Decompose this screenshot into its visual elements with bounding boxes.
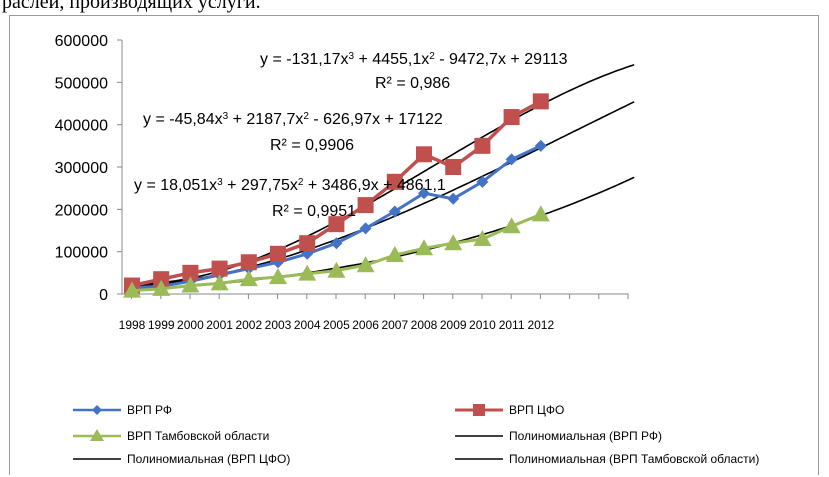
data-point [476,175,489,188]
data-point [502,217,521,234]
data-point [153,271,170,288]
y-tick-label: 400000 [55,118,108,135]
data-point [534,139,547,152]
y-tick-label: 300000 [55,160,108,177]
y-tick-label: 0 [99,287,108,304]
data-point [531,205,550,222]
data-point [385,246,404,263]
x-tick-label: 2003 [265,318,292,332]
x-tick-label: 2005 [323,318,350,332]
x-tick-label: 2000 [177,318,204,332]
series-2 [124,93,549,294]
trendline-equation: y = 18,051x3 + 297,75x2 + 3486,9x + 4861… [134,177,446,195]
y-tick-label: 200000 [55,202,108,219]
data-point [416,146,432,163]
legend-label: ВРП РФ [127,403,172,417]
series [123,93,550,298]
data-point [388,205,401,218]
legend-item: Полиномиальная (ВРП ЦФО) [73,452,290,466]
data-point [210,274,229,291]
x-tick-label: 2006 [352,318,379,332]
trendline-r2: R² = 0,9906 [270,137,354,154]
data-point [182,264,199,281]
series-3 [123,205,550,298]
x-tick-label: 1998 [119,318,146,332]
x-tick-label: 2004 [294,318,321,332]
legend-label: Полиномиальная (ВРП Тамбовской области) [509,452,759,466]
legend-marker [473,404,485,416]
data-point [356,256,375,273]
data-point [269,268,287,285]
chart-frame [9,15,819,475]
page-text-fragment: раслей, производящих услуги. [2,0,261,13]
data-point [418,187,430,200]
trendline-r2: R² = 0,9951 [272,203,356,220]
x-tick-label: 2002 [235,318,262,332]
trendline-labels: y = -45,84x3 + 2187,7x2 - 626,97x + 1712… [134,51,568,221]
axes: 600000 500000 400000 300000 200000 100000 0 199… [55,33,629,332]
data-point [447,192,460,205]
legend-label: Полиномиальная (ВРП РФ) [509,429,662,443]
legend-item: ВРП РФ [73,403,172,417]
data-point [473,229,492,246]
trendline-equation: y = -131,17x3 + 4455,1x2 - 9472,7x + 291… [260,51,568,69]
legend: ВРП РФ ВРП ЦФО ВРП Тамбовской области Полин… [73,403,759,466]
data-point [181,276,200,293]
y-tick-label: 600000 [55,33,108,50]
legend-item: ВРП Тамбовской области [73,429,269,443]
data-point [415,239,433,256]
data-point [239,270,258,287]
data-point [503,109,520,126]
data-point [474,137,491,154]
data-point [505,153,518,166]
legend-label: ВРП Тамбовской области [127,429,269,443]
x-tick-label: 2012 [527,318,554,332]
x-tick-label: 2011 [499,318,525,332]
data-point [359,222,372,235]
legend-item: ВРП ЦФО [455,403,564,417]
x-tick-label: 2009 [440,318,467,332]
x-tick-label: 2008 [411,318,438,332]
trendline [132,63,635,285]
data-point [299,235,316,252]
legend-label: Полиномиальная (ВРП ЦФО) [127,452,290,466]
legend-label: ВРП ЦФО [509,403,564,417]
legend-item: Полиномиальная (ВРП РФ) [455,429,662,443]
data-point [444,234,463,251]
legend-marker [90,429,104,441]
legend-item: Полиномиальная (ВРП Тамбовской области) [455,452,759,466]
legend-marker [92,405,102,415]
data-point [270,245,286,262]
data-point [532,93,549,110]
x-tick-label: 2010 [469,318,496,332]
data-point [445,159,462,175]
data-point [357,197,374,214]
data-point [211,260,228,277]
data-point [298,264,317,281]
data-point [330,237,343,250]
x-tick-label: 2007 [381,318,408,332]
x-tick-label: 1999 [148,318,175,332]
data-point [152,279,171,296]
data-point [240,254,257,271]
trendline-r2: R² = 0,986 [375,75,450,92]
data-point [328,216,345,233]
trendline-equation: y = -45,84x3 + 2187,7x2 - 626,97x + 1712… [143,111,443,129]
y-tick-label: 100000 [55,245,108,262]
x-tick-label: 2001 [206,318,233,332]
data-point [327,261,346,278]
trendline [131,176,635,292]
y-tick-label: 500000 [55,75,108,92]
data-point [386,173,403,190]
data-point [123,281,141,298]
